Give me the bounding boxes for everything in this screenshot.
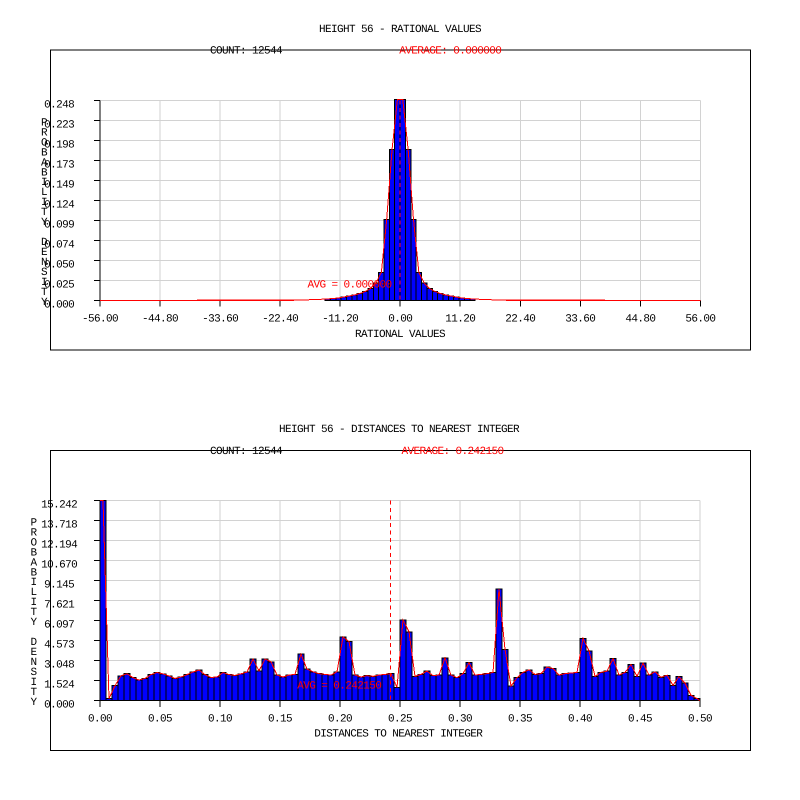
- svg-text:0.50: 0.50: [688, 714, 712, 726]
- svg-text:9.145: 9.145: [44, 580, 74, 592]
- svg-text:T: T: [41, 287, 48, 299]
- svg-text:RATIONAL VALUES: RATIONAL VALUES: [355, 329, 446, 341]
- svg-text:I: I: [30, 597, 36, 609]
- svg-text:A: A: [30, 557, 37, 569]
- svg-text:-22.40: -22.40: [262, 314, 298, 326]
- svg-text:Y: Y: [41, 217, 48, 229]
- svg-text:R: R: [41, 127, 48, 139]
- svg-text:0.00: 0.00: [88, 714, 112, 726]
- svg-text:B: B: [41, 167, 48, 179]
- svg-text:B: B: [41, 147, 48, 159]
- svg-text:COUNT: 12544: COUNT: 12544: [210, 446, 283, 458]
- svg-text:0.198: 0.198: [44, 139, 74, 151]
- svg-text:B: B: [30, 547, 37, 559]
- svg-text:S: S: [41, 267, 48, 279]
- svg-text:1.524: 1.524: [44, 680, 75, 692]
- svg-text:12.194: 12.194: [41, 540, 78, 552]
- svg-text:6.097: 6.097: [44, 620, 74, 632]
- svg-text:0.050: 0.050: [44, 259, 74, 271]
- svg-text:0.15: 0.15: [268, 714, 292, 726]
- svg-text:I: I: [30, 577, 36, 589]
- svg-text:0.248: 0.248: [44, 100, 74, 112]
- svg-text:0.173: 0.173: [44, 159, 74, 171]
- svg-text:I: I: [41, 177, 47, 189]
- svg-text:T: T: [30, 607, 37, 619]
- svg-text:0.025: 0.025: [44, 279, 74, 291]
- svg-text:P: P: [41, 117, 48, 129]
- svg-text:0.05: 0.05: [148, 714, 172, 726]
- svg-text:AVERAGE: 0.242150: AVERAGE: 0.242150: [401, 446, 503, 458]
- svg-text:HEIGHT 56 - RATIONAL VALUES: HEIGHT 56 - RATIONAL VALUES: [319, 24, 482, 36]
- svg-text:Y: Y: [41, 297, 48, 309]
- svg-text:0.25: 0.25: [388, 714, 412, 726]
- svg-text:-11.20: -11.20: [322, 314, 358, 326]
- svg-text:0.099: 0.099: [44, 219, 74, 231]
- svg-text:R: R: [30, 527, 37, 539]
- svg-text:7.621: 7.621: [44, 600, 75, 612]
- svg-text:4.573: 4.573: [44, 640, 74, 652]
- svg-text:-33.60: -33.60: [202, 314, 238, 326]
- svg-text:0.20: 0.20: [328, 714, 352, 726]
- svg-text:AVG = 0.242150: AVG = 0.242150: [297, 680, 381, 692]
- svg-text:T: T: [41, 207, 48, 219]
- svg-text:HEIGHT 56 - DISTANCES TO NEARE: HEIGHT 56 - DISTANCES TO NEAREST INTEGER: [279, 424, 520, 436]
- svg-text:I: I: [41, 277, 47, 289]
- svg-text:O: O: [30, 537, 37, 549]
- svg-text:0.000: 0.000: [44, 299, 74, 311]
- svg-text:-44.80: -44.80: [142, 314, 178, 326]
- svg-text:E: E: [41, 247, 48, 259]
- svg-text:Y: Y: [30, 697, 37, 709]
- svg-text:N: N: [41, 257, 47, 269]
- svg-text:3.048: 3.048: [44, 660, 74, 672]
- svg-text:B: B: [30, 567, 37, 579]
- svg-text:33.60: 33.60: [565, 314, 595, 326]
- svg-text:E: E: [30, 647, 37, 659]
- svg-text:DISTANCES TO NEAREST INTEGER: DISTANCES TO NEAREST INTEGER: [314, 728, 483, 740]
- svg-text:0.074: 0.074: [44, 239, 75, 251]
- svg-text:0.45: 0.45: [628, 714, 652, 726]
- svg-text:0.000: 0.000: [44, 700, 74, 712]
- svg-text:13.718: 13.718: [41, 520, 77, 532]
- svg-text:0.223: 0.223: [44, 119, 74, 131]
- svg-text:O: O: [41, 137, 48, 149]
- svg-text:D: D: [30, 637, 37, 649]
- svg-text:L: L: [41, 187, 47, 199]
- svg-text:44.80: 44.80: [625, 314, 655, 326]
- svg-text:0.124: 0.124: [44, 199, 75, 211]
- svg-text:AVERAGE: 0.000000: AVERAGE: 0.000000: [399, 46, 501, 58]
- svg-text:L: L: [30, 587, 36, 599]
- svg-text:T: T: [30, 687, 37, 699]
- svg-text:-56.00: -56.00: [82, 314, 118, 326]
- svg-text:0.10: 0.10: [208, 714, 232, 726]
- svg-text:10.670: 10.670: [41, 560, 77, 572]
- svg-text:0.35: 0.35: [508, 714, 532, 726]
- svg-text:P: P: [30, 517, 37, 529]
- svg-text:N: N: [30, 657, 36, 669]
- svg-text:0.00: 0.00: [388, 314, 412, 326]
- svg-text:15.242: 15.242: [41, 500, 77, 512]
- svg-text:I: I: [41, 197, 47, 209]
- svg-text:22.40: 22.40: [505, 314, 535, 326]
- svg-text:56.00: 56.00: [685, 314, 715, 326]
- svg-text:COUNT: 12544: COUNT: 12544: [210, 46, 283, 58]
- svg-text:A: A: [41, 157, 48, 169]
- svg-text:I: I: [30, 677, 36, 689]
- svg-text:Y: Y: [30, 617, 37, 629]
- svg-text:S: S: [30, 667, 37, 679]
- svg-text:D: D: [41, 237, 48, 249]
- svg-text:AVG = 0.000000: AVG = 0.000000: [308, 280, 392, 292]
- svg-text:0.30: 0.30: [448, 714, 472, 726]
- svg-text:0.40: 0.40: [568, 714, 592, 726]
- svg-text:11.20: 11.20: [445, 314, 475, 326]
- svg-text:0.149: 0.149: [44, 179, 74, 191]
